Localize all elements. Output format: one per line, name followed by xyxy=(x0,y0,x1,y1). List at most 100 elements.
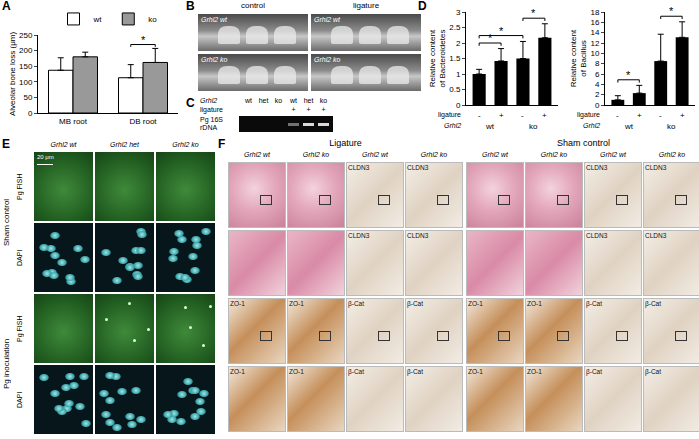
html-text:ligature: ligature xyxy=(352,1,380,10)
html-text:D: D xyxy=(418,0,427,13)
html-text:Ligature: Ligature xyxy=(329,138,362,148)
html-text:Grhl2 ko: Grhl2 ko xyxy=(314,56,341,63)
html-text:ko: ko xyxy=(319,97,328,104)
svg-text:DB root: DB root xyxy=(129,117,157,126)
svg-text:wt: wt xyxy=(624,122,634,131)
svg-text:0: 0 xyxy=(595,101,600,110)
svg-text:ligature: ligature xyxy=(577,111,600,119)
html-text:CLDN3: CLDN3 xyxy=(407,232,429,239)
svg-text:Alveolar bone loss (μm): Alveolar bone loss (μm) xyxy=(8,32,17,117)
svg-text:2: 2 xyxy=(456,39,461,48)
svg-text:*: * xyxy=(531,7,536,19)
svg-text:Relative contentof Bacteroidet: Relative contentof Bacteroidetes xyxy=(428,29,447,87)
svg-text:200: 200 xyxy=(19,46,33,55)
html-text:Pg 16S rDNA: Pg 16S rDNA xyxy=(200,116,223,131)
html-text:CLDN3: CLDN3 xyxy=(407,164,429,171)
svg-text:+: + xyxy=(499,111,504,120)
svg-text:-: - xyxy=(616,111,619,120)
svg-text:1: 1 xyxy=(456,70,461,79)
svg-text:0: 0 xyxy=(28,109,33,118)
html-text:ZO-1: ZO-1 xyxy=(230,368,245,375)
svg-text:6: 6 xyxy=(595,70,600,79)
svg-text:14: 14 xyxy=(590,28,599,37)
svg-text:16: 16 xyxy=(590,18,599,27)
html-text:ZO-1: ZO-1 xyxy=(230,300,245,307)
svg-text:2.5: 2.5 xyxy=(449,23,461,32)
html-text:Pg FISH: Pg FISH xyxy=(16,173,23,200)
svg-text:ligature: ligature xyxy=(438,111,461,119)
html-text:ZO-1: ZO-1 xyxy=(289,368,304,375)
html-text:A: A xyxy=(2,0,11,13)
html-text:DAPI: DAPI xyxy=(16,391,23,408)
html-text:Grhl2 wt: Grhl2 wt xyxy=(50,141,77,148)
svg-text:2: 2 xyxy=(595,90,600,99)
svg-text:-: - xyxy=(659,111,662,120)
svg-text:4: 4 xyxy=(595,80,600,89)
svg-text:*: * xyxy=(141,34,146,46)
html-text:Grhl2: Grhl2 xyxy=(200,97,218,104)
svg-text:*: * xyxy=(626,69,631,81)
html-text:F: F xyxy=(218,137,226,151)
html-text:Grhl2 ko: Grhl2 ko xyxy=(172,141,199,148)
svg-text:0: 0 xyxy=(456,101,461,110)
html-text:ZO-1: ZO-1 xyxy=(289,300,304,307)
svg-text:MB root: MB root xyxy=(59,117,88,126)
html-text:ko: ko xyxy=(274,97,283,104)
svg-text:*: * xyxy=(669,5,674,17)
html-text:wt: wt xyxy=(290,97,297,104)
svg-text:wt: wt xyxy=(93,15,103,24)
html-text:het: het xyxy=(258,97,269,104)
svg-text:150: 150 xyxy=(19,62,33,71)
svg-text:0.5: 0.5 xyxy=(449,85,461,94)
html-text:DAPI: DAPI xyxy=(16,249,23,266)
html-text:Grhl2 ko: Grhl2 ko xyxy=(420,151,448,158)
svg-text:8: 8 xyxy=(595,59,600,68)
svg-text:3: 3 xyxy=(456,8,461,17)
svg-text:250: 250 xyxy=(19,31,33,40)
html-text:C: C xyxy=(186,96,195,110)
html-text:wt: wt xyxy=(245,97,252,104)
svg-text:50: 50 xyxy=(23,93,32,102)
html-text:Pg inoculation: Pg inoculation xyxy=(2,338,11,390)
html-text:Grhl2 het: Grhl2 het xyxy=(110,141,139,148)
html-text:Sham control: Sham control xyxy=(557,138,610,148)
svg-text:Grhl2: Grhl2 xyxy=(444,122,461,129)
html-text:β-Cat: β-Cat xyxy=(348,368,364,375)
svg-text:ko: ko xyxy=(667,122,676,131)
html-text:control: control xyxy=(241,1,265,10)
html-text:Grhl2 wt: Grhl2 wt xyxy=(244,151,270,158)
svg-text:wt: wt xyxy=(485,122,495,131)
html-text:β-Cat: β-Cat xyxy=(407,300,423,307)
svg-text:18: 18 xyxy=(590,8,599,17)
svg-text:Grhl2: Grhl2 xyxy=(583,122,600,129)
html-text:het: het xyxy=(303,97,314,104)
html-text:B: B xyxy=(186,0,195,13)
svg-text:+: + xyxy=(680,111,685,120)
html-text:CLDN3: CLDN3 xyxy=(348,232,370,239)
html-text:CLDN3: CLDN3 xyxy=(348,164,370,171)
svg-text:Relative contentof Bacillus: Relative contentof Bacillus xyxy=(569,29,588,87)
html-text:Grhl2 wt: Grhl2 wt xyxy=(201,16,228,23)
svg-text:ko: ko xyxy=(148,15,157,24)
svg-text:100: 100 xyxy=(19,78,33,87)
html-text:Grhl2 ko: Grhl2 ko xyxy=(201,56,228,63)
svg-text:-: - xyxy=(521,111,524,120)
html-text:Pg FISH: Pg FISH xyxy=(16,315,23,342)
svg-text:ko: ko xyxy=(529,122,538,131)
svg-text:+: + xyxy=(637,111,642,120)
html-text:Grhl2 wt: Grhl2 wt xyxy=(362,151,388,158)
html-text:Grhl2 ko: Grhl2 ko xyxy=(302,151,330,158)
svg-text:+: + xyxy=(542,111,547,120)
html-text:Sham control: Sham control xyxy=(2,198,11,246)
html-text:E: E xyxy=(2,137,10,151)
svg-text:10: 10 xyxy=(590,49,599,58)
html-text:ligature: ligature xyxy=(200,106,223,113)
svg-text:12: 12 xyxy=(590,39,599,48)
html-text:β-Cat: β-Cat xyxy=(407,368,423,375)
svg-text:1.5: 1.5 xyxy=(449,54,461,63)
svg-text:*: * xyxy=(499,25,504,37)
html-text:β-Cat: β-Cat xyxy=(348,300,364,307)
svg-text:*: * xyxy=(488,32,493,44)
html-text:Grhl2 wt: Grhl2 wt xyxy=(314,16,341,23)
svg-text:-: - xyxy=(478,111,481,120)
